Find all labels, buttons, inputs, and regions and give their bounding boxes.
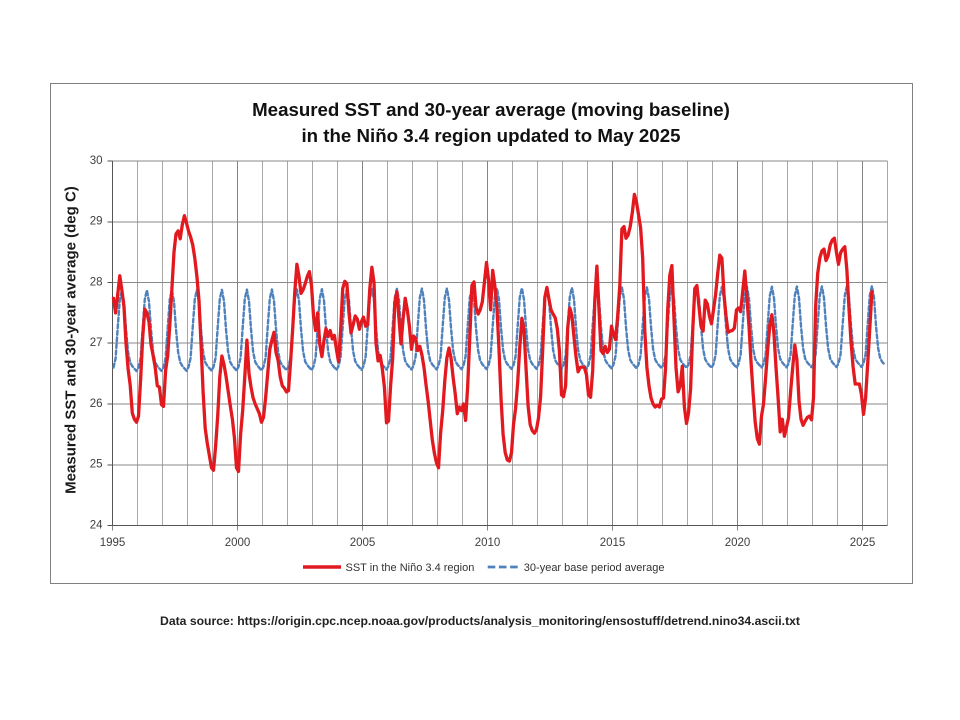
svg-text:2025: 2025: [850, 537, 876, 549]
svg-text:SST in the Niño 3.4 region: SST in the Niño 3.4 region: [346, 562, 475, 574]
svg-text:2000: 2000: [225, 537, 251, 549]
svg-text:2015: 2015: [600, 537, 626, 549]
svg-text:2010: 2010: [475, 537, 501, 549]
svg-text:30-year base period average: 30-year base period average: [524, 562, 665, 574]
svg-text:1995: 1995: [100, 537, 126, 549]
svg-text:2020: 2020: [725, 537, 751, 549]
svg-text:25: 25: [90, 459, 103, 471]
svg-text:24: 24: [90, 519, 103, 531]
svg-text:29: 29: [90, 216, 103, 228]
svg-text:26: 26: [90, 398, 103, 410]
svg-text:27: 27: [90, 337, 103, 349]
svg-text:2005: 2005: [350, 537, 376, 549]
svg-text:28: 28: [90, 276, 103, 288]
svg-text:30: 30: [90, 155, 103, 167]
